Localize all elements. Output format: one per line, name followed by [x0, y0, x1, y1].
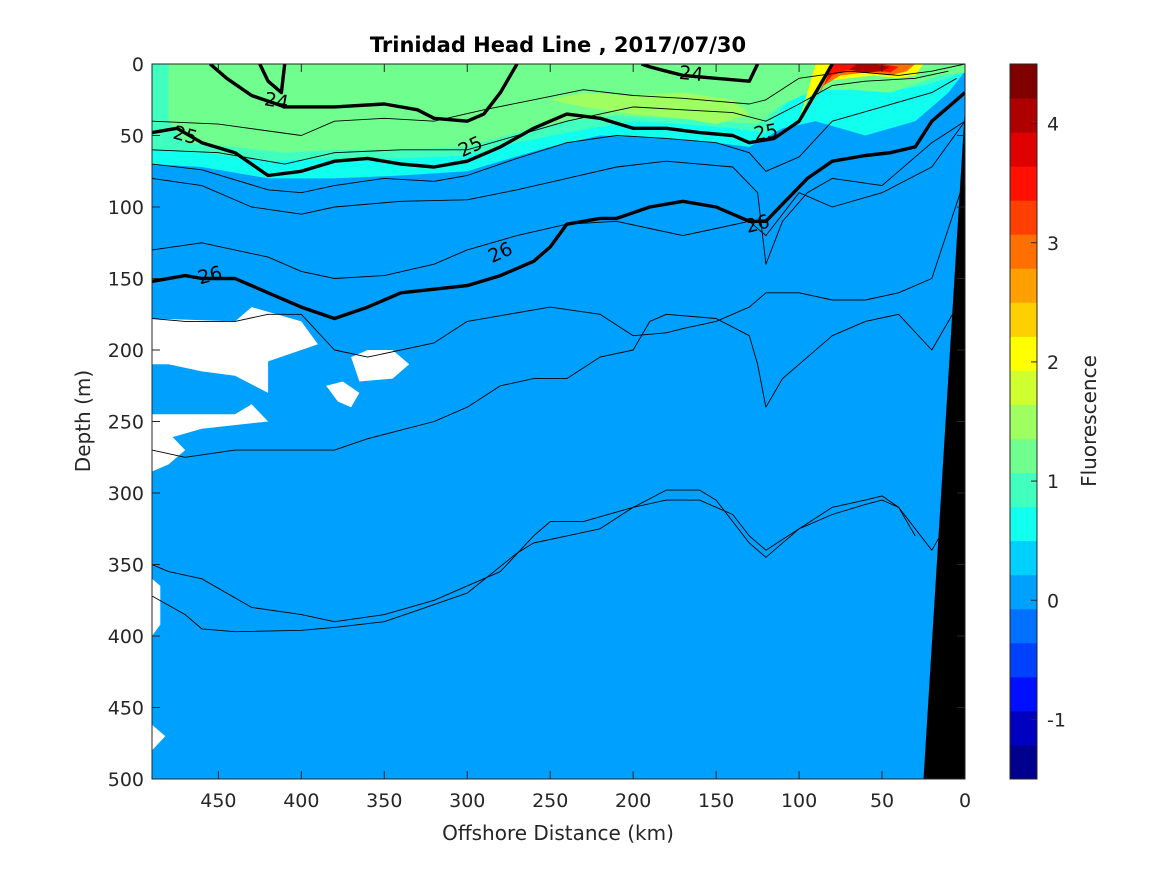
colorbar-segment — [1010, 132, 1037, 167]
colorbar-segment — [1010, 64, 1037, 99]
seafloor-mask — [923, 64, 965, 779]
colorbar-segment — [1010, 404, 1037, 440]
missing-data-regions — [152, 307, 410, 751]
colorbar-segment — [1010, 302, 1037, 337]
missing-data-region-4 — [326, 381, 360, 408]
contour-label-4: 25 — [752, 120, 780, 146]
colorbar-segment — [1010, 336, 1037, 371]
field-patch-7 — [848, 64, 891, 73]
colorbar-segment — [1010, 642, 1037, 678]
colorbar-tick-label: 3 — [1047, 233, 1059, 255]
x-tick-label: 150 — [698, 790, 734, 812]
colorbar-segment — [1010, 268, 1037, 303]
colorbar-tick-label: 0 — [1047, 590, 1059, 612]
colorbar-tick-label: -1 — [1047, 709, 1066, 731]
colorbar-segment — [1010, 234, 1037, 269]
contour-line-0 — [208, 64, 519, 123]
contour-line-10 — [152, 120, 965, 279]
missing-data-region-3 — [351, 350, 410, 382]
contour-line-5 — [152, 91, 965, 321]
x-tick-label: 250 — [532, 790, 568, 812]
colorbar-segment — [1010, 200, 1037, 235]
contour-label-1: 24 — [678, 62, 704, 86]
contour-line-1 — [640, 64, 760, 83]
colorbar-segment — [1010, 166, 1037, 201]
x-tick-label: 200 — [615, 790, 651, 812]
contour-label-0: 24 — [263, 88, 291, 114]
colorbar-segment — [1010, 438, 1037, 474]
missing-data-region-0 — [152, 307, 318, 393]
contour-line-8 — [152, 77, 957, 194]
fluorescence-field — [152, 64, 965, 236]
colorbar-segment — [1010, 676, 1037, 712]
x-tick-label: 50 — [870, 790, 894, 812]
y-tick-label: 350 — [108, 555, 144, 577]
colorbar-segment — [1010, 574, 1037, 610]
plot-area — [152, 64, 965, 779]
contour-line-9 — [152, 120, 965, 265]
colorbar-segment — [1010, 370, 1037, 405]
colorbar-segment — [1010, 506, 1037, 542]
colorbar-frame — [1009, 63, 1038, 780]
colorbar — [1009, 63, 1038, 780]
x-axis-ticks: 450 400 350 300 250 200 150 100 50 0 — [200, 64, 971, 812]
y-tick-label: 0 — [132, 54, 144, 76]
x-tick-label: 100 — [781, 790, 817, 812]
field-patch-2 — [168, 64, 965, 153]
colorbar-ticks: 4 3 2 1 0 -1 — [1031, 114, 1066, 731]
contour-line-6 — [152, 64, 965, 136]
colorbar-segment — [1010, 472, 1037, 508]
seafloor — [923, 64, 965, 779]
contour-line-3 — [152, 91, 818, 178]
contour-line-12 — [152, 292, 965, 458]
contour-line-14 — [152, 489, 916, 633]
x-tick-label: 450 — [200, 790, 236, 812]
contour-line-2 — [258, 64, 287, 95]
contour-line-7 — [152, 70, 949, 165]
y-axis-ticks: 0 50 100 150 200 250 300 350 400 450 500 — [108, 54, 965, 791]
missing-data-region-2 — [152, 432, 186, 472]
x-tick-label: 350 — [366, 790, 402, 812]
y-axis-label: Depth (m) — [71, 370, 95, 472]
y-tick-label: 50 — [120, 126, 144, 148]
y-tick-label: 100 — [108, 197, 144, 219]
contour-line-13 — [152, 492, 965, 623]
missing-data-region-6 — [152, 724, 166, 751]
colorbar-segment — [1010, 540, 1037, 576]
colorbar-segment — [1010, 98, 1037, 133]
missing-data-region-1 — [152, 404, 269, 443]
x-tick-label: 300 — [449, 790, 485, 812]
colorbar-segment — [1010, 710, 1037, 746]
colorbar-segment — [1010, 744, 1037, 780]
colorbar-tick-label: 2 — [1047, 352, 1059, 374]
y-tick-label: 500 — [108, 769, 144, 791]
y-tick-label: 300 — [108, 483, 144, 505]
contour-line-11 — [152, 178, 965, 358]
x-tick-label: 0 — [959, 790, 971, 812]
x-axis-label: Offshore Distance (km) — [442, 821, 674, 845]
density-contours — [152, 64, 965, 633]
y-tick-label: 200 — [108, 340, 144, 362]
colorbar-segment — [1010, 608, 1037, 644]
missing-data-region-5 — [152, 578, 161, 636]
colorbar-tick-label: 4 — [1047, 114, 1059, 136]
field-patch-5 — [815, 64, 916, 100]
x-tick-label: 400 — [283, 790, 319, 812]
y-tick-label: 400 — [108, 626, 144, 648]
y-tick-label: 250 — [108, 412, 144, 434]
y-tick-label: 150 — [108, 269, 144, 291]
field-patch-3 — [550, 92, 750, 125]
colorbar-tick-label: 1 — [1047, 471, 1059, 493]
colorbar-label: Fluorescence — [1077, 355, 1101, 487]
contour-line-4 — [814, 64, 834, 94]
y-tick-label: 450 — [108, 698, 144, 720]
chart-title: Trinidad Head Line , 2017/07/30 — [370, 33, 746, 57]
